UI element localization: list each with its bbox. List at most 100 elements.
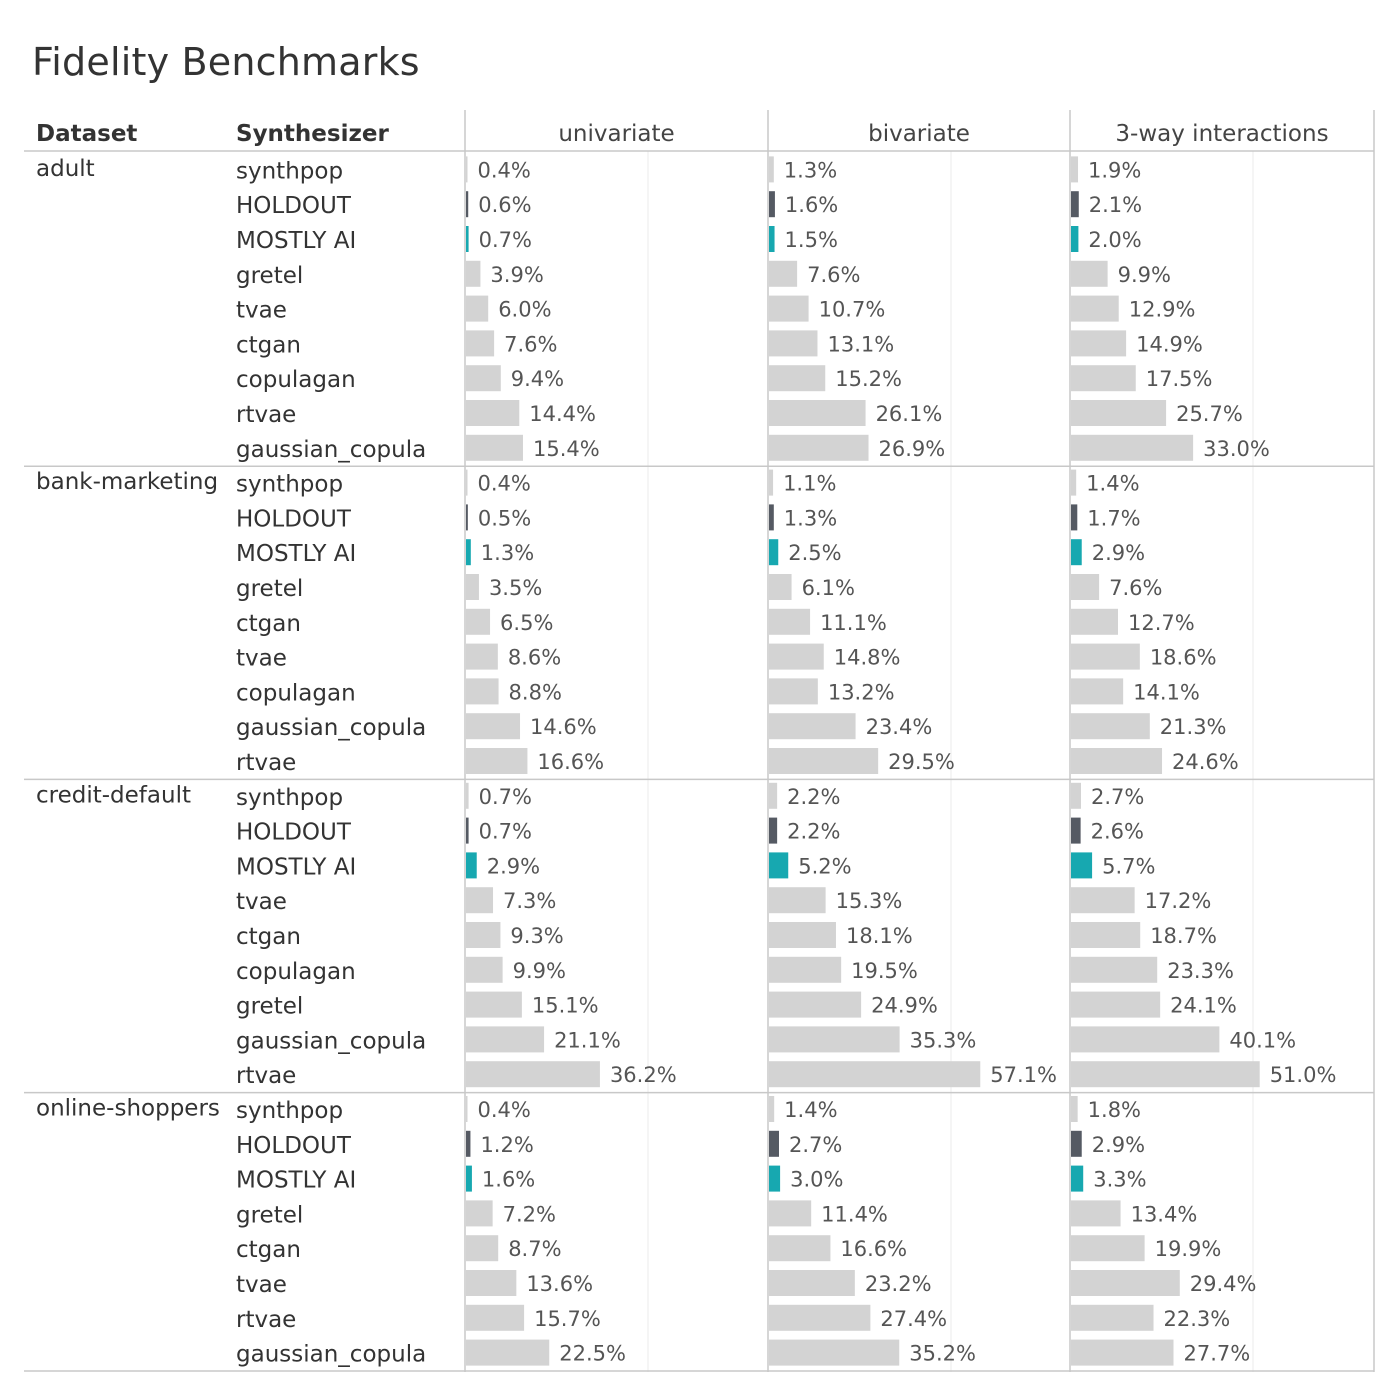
data-label: 0.4%: [478, 472, 531, 496]
bar: [466, 469, 468, 496]
data-label: 18.1%: [846, 924, 913, 948]
bar: [1071, 643, 1140, 670]
data-label: 9.4%: [511, 367, 564, 391]
data-label: 5.2%: [798, 854, 851, 878]
synthesizer-label: tvae: [236, 1272, 287, 1298]
data-label: 27.4%: [880, 1307, 947, 1331]
bar: [769, 782, 778, 809]
data-label: 1.1%: [783, 472, 836, 496]
bar: [466, 434, 523, 461]
data-label: 1.8%: [1088, 1098, 1141, 1122]
dataset-label: credit-default: [36, 782, 191, 808]
bar: [769, 365, 826, 392]
synthesizer-label: tvae: [236, 298, 287, 324]
data-label: 2.7%: [1091, 785, 1144, 809]
data-label: 2.1%: [1089, 193, 1142, 217]
bar: [1071, 1026, 1220, 1053]
bar: [1071, 956, 1158, 983]
dataset-label: online-shoppers: [36, 1096, 220, 1122]
bar: [466, 1339, 550, 1366]
synthesizer-label: ctgan: [236, 332, 301, 358]
data-label: 40.1%: [1229, 1028, 1296, 1052]
bar: [769, 678, 818, 705]
data-label: 14.6%: [530, 715, 597, 739]
bar: [769, 608, 811, 635]
bar: [466, 922, 501, 948]
header-synthesizer: Synthesizer: [236, 121, 389, 147]
bar: [769, 260, 798, 287]
column-header: 3-way interactions: [1115, 121, 1328, 147]
data-label: 1.4%: [784, 1098, 837, 1122]
bar: [769, 956, 842, 983]
synthesizer-label: gaussian_copula: [236, 1028, 426, 1054]
synthesizer-label: gretel: [236, 1202, 303, 1228]
bar: [1071, 400, 1167, 426]
bar: [769, 817, 778, 844]
bar: [769, 1339, 900, 1366]
data-label: 1.4%: [1086, 472, 1139, 496]
data-label: 25.7%: [1176, 402, 1243, 426]
synthesizer-label: MOSTLY AI: [236, 1168, 356, 1194]
synthesizer-label: HOLDOUT: [236, 820, 352, 846]
bar: [1071, 713, 1150, 740]
data-label: 8.7%: [508, 1237, 561, 1261]
data-label: 33.0%: [1203, 437, 1270, 461]
bar: [466, 400, 520, 426]
data-label: 35.2%: [909, 1342, 976, 1366]
data-label: 0.6%: [478, 193, 531, 217]
data-label: 7.6%: [504, 332, 557, 356]
bar: [1071, 1235, 1145, 1262]
synthesizer-label: synthpop: [236, 472, 343, 498]
bar: [769, 1304, 871, 1331]
data-label: 23.2%: [865, 1272, 932, 1296]
bar: [1071, 1061, 1260, 1088]
bar: [769, 1270, 855, 1296]
data-label: 29.5%: [888, 750, 955, 774]
bar: [1071, 608, 1118, 635]
data-label: 1.7%: [1087, 506, 1140, 530]
bar: [466, 1026, 545, 1053]
bar: [466, 330, 495, 357]
bar: [466, 260, 481, 287]
data-label: 7.6%: [1109, 576, 1162, 600]
bar: [466, 226, 469, 252]
bar: [1071, 922, 1141, 948]
bar: [466, 887, 494, 914]
data-label: 35.3%: [910, 1028, 977, 1052]
data-label: 9.3%: [510, 924, 563, 948]
bar: [466, 817, 469, 844]
bar: [466, 1304, 525, 1331]
data-label: 2.2%: [787, 785, 840, 809]
data-label: 26.9%: [879, 437, 946, 461]
data-label: 21.3%: [1160, 715, 1227, 739]
data-label: 36.2%: [610, 1063, 677, 1087]
data-label: 17.5%: [1146, 367, 1213, 391]
bar: [466, 1130, 471, 1157]
bar: [769, 713, 856, 740]
bar: [769, 887, 826, 914]
synthesizer-label: gretel: [236, 576, 303, 602]
data-label: 23.3%: [1167, 959, 1234, 983]
bar: [466, 156, 468, 183]
header-dataset: Dataset: [36, 121, 137, 147]
data-label: 1.3%: [784, 158, 837, 182]
bar: [466, 956, 503, 983]
data-label: 15.2%: [835, 367, 902, 391]
data-label: 3.0%: [790, 1168, 843, 1192]
data-label: 19.9%: [1155, 1237, 1222, 1261]
bar: [1071, 539, 1082, 566]
bar: [1071, 1339, 1174, 1366]
bar: [1071, 782, 1081, 809]
data-label: 0.5%: [478, 506, 531, 530]
data-label: 0.7%: [479, 820, 532, 844]
bar: [1071, 226, 1079, 252]
data-label: 2.9%: [487, 854, 540, 878]
data-label: 26.1%: [876, 402, 943, 426]
data-label: 10.7%: [819, 298, 886, 322]
bar: [466, 1235, 499, 1262]
bar: [1071, 1270, 1180, 1296]
synthesizer-label: rtvae: [236, 1063, 296, 1089]
data-label: 2.2%: [787, 820, 840, 844]
data-label: 2.5%: [788, 541, 841, 565]
synthesizer-label: rtvae: [236, 1307, 296, 1333]
